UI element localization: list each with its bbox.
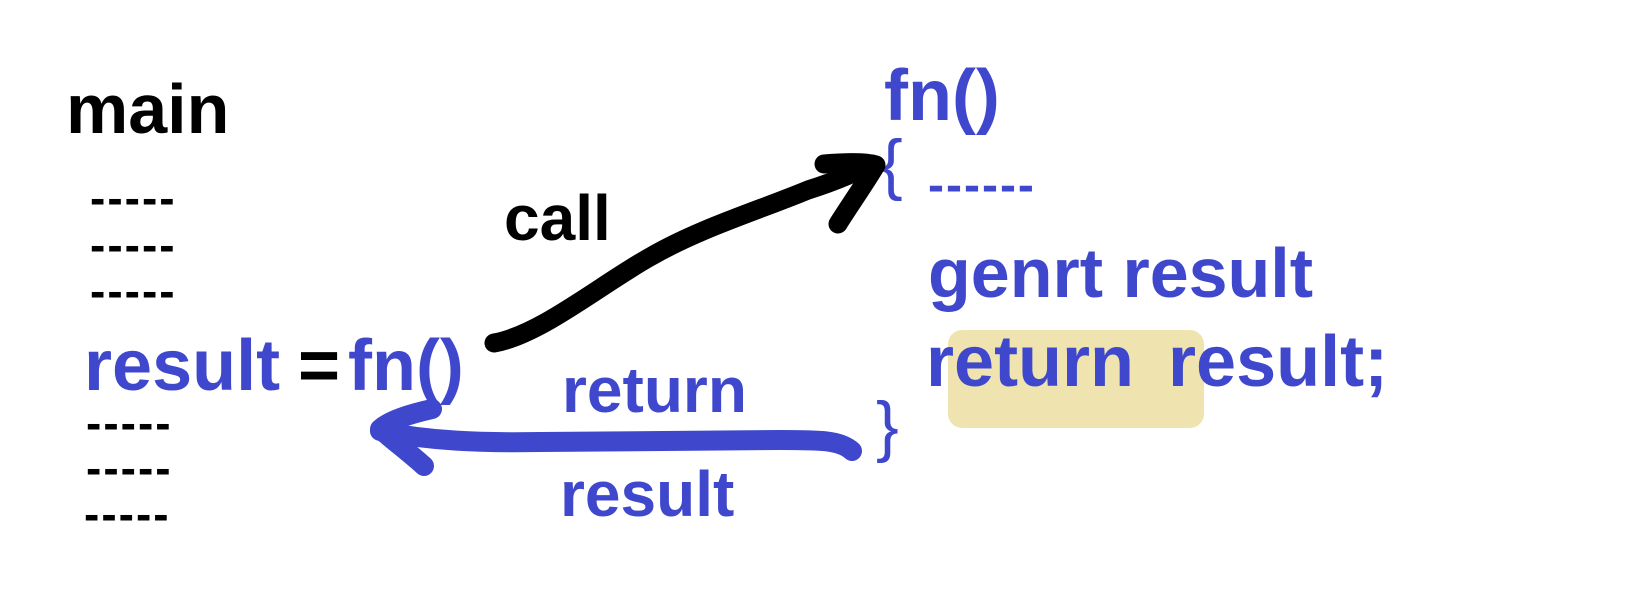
return-keyword: return: [926, 322, 1135, 402]
return-value: result;: [1168, 322, 1389, 402]
main-code-line-4: -----: [86, 397, 173, 449]
return-arrow: [370, 399, 862, 476]
call-arrow: [484, 153, 886, 353]
main-title: main: [66, 70, 230, 148]
assignment-operator: =: [298, 326, 341, 406]
fn-open-brace: {: [880, 126, 903, 202]
main-code-line-6: -----: [84, 488, 171, 540]
return-keyword-highlight: [948, 330, 1204, 428]
main-code-line-5: -----: [86, 442, 173, 494]
return-label-line-1: return: [562, 354, 747, 426]
fn-close-brace: }: [876, 388, 899, 464]
main-code-line-2: -----: [90, 219, 177, 271]
call-label: call: [504, 182, 611, 254]
fn-signature: fn(): [884, 56, 1000, 136]
return-label-line-2: result: [560, 458, 735, 530]
main-code-line-1: -----: [90, 172, 177, 224]
result-variable: result: [84, 326, 281, 406]
fn-code-line-1: ------: [928, 159, 1036, 212]
fn-call-expression: fn(): [348, 326, 464, 406]
main-code-line-3: -----: [90, 265, 177, 317]
fn-body-line: genrt result: [928, 234, 1314, 312]
